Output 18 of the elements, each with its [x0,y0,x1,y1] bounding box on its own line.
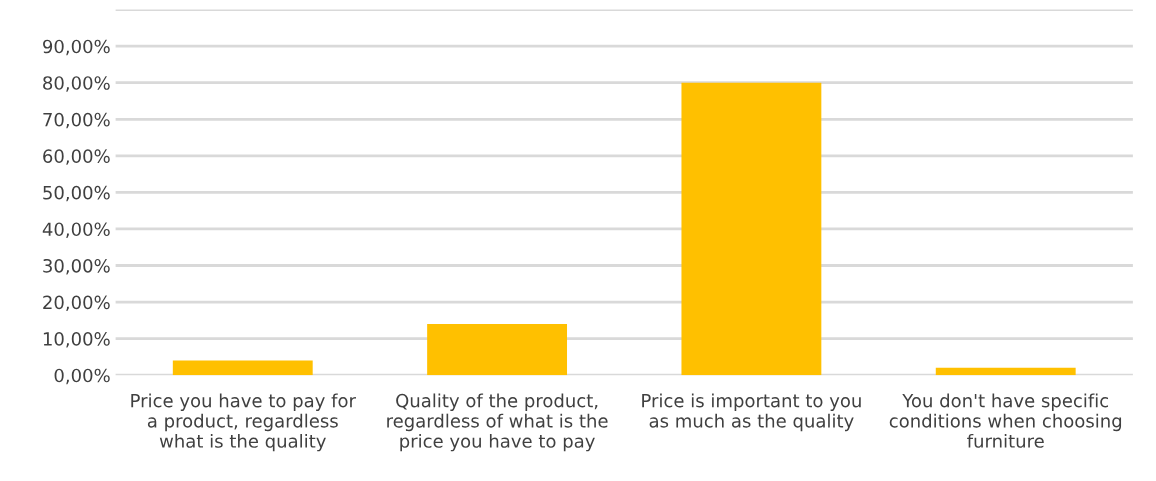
y-tick-label: 70,00% [43,112,110,129]
x-tick-label: Price is important to you as much as the quality [642,393,861,432]
y-tick-label: 40,00% [42,222,110,238]
y-tick-label: 10,00% [43,332,110,348]
y-tick-label: 80,00% [43,76,110,92]
y-tick-label: 30,00% [43,258,110,275]
bar [427,324,568,376]
y-tick-label: 50,00% [43,185,110,202]
bar [935,367,1076,376]
y-tick-label: 60,00% [43,149,110,165]
y-tick-label: 20,00% [43,295,110,312]
bar [681,82,822,376]
y-tick-label: 90,00% [43,39,110,56]
x-tick-label: Quality of the product, regardless of what is the price you have to pay [387,393,608,452]
y-tick-label: 0,00% [54,368,110,385]
bar [172,360,313,376]
x-tick-label: You don't have specific conditions when choosing furniture [889,393,1122,448]
x-tick-label: Price you have to pay for a product, regardless what is the quality [131,393,356,452]
